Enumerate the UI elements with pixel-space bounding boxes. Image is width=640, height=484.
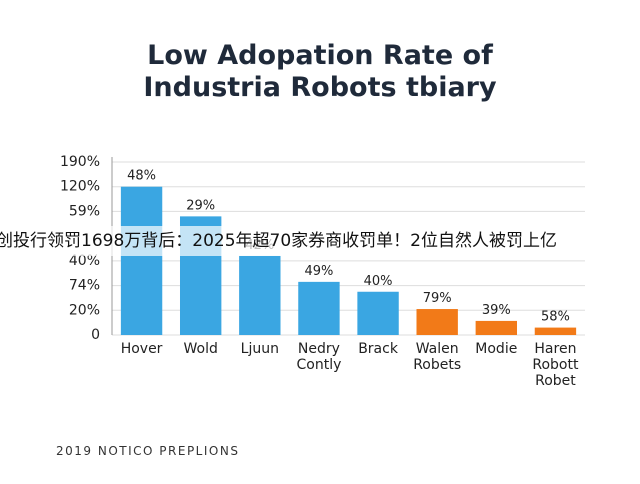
banner-text: 创投行领罚1698万背后：2025年超70家券商收罚单！2位自然人被罚上亿	[0, 231, 557, 251]
banner-bg	[0, 226, 640, 256]
x-tick-label: Robott	[532, 357, 579, 373]
y-tick-label: 59%	[69, 203, 100, 219]
x-tick-label: Modie	[475, 341, 517, 357]
x-tick-label: Ljuun	[241, 341, 279, 357]
bar	[416, 309, 458, 335]
chart-title: Industria Robots tbiary	[143, 72, 497, 103]
x-tick-label: Walen	[416, 341, 459, 357]
bar-annotation: 39%	[482, 303, 511, 318]
x-tick-label: Robets	[413, 357, 461, 373]
y-tick-label: 20%	[69, 302, 100, 318]
x-tick-label: Contly	[296, 357, 341, 373]
bar	[298, 281, 340, 335]
bar-annotation: 29%	[186, 198, 215, 213]
y-tick-label: 0	[91, 327, 100, 343]
x-tick-label: Wold	[184, 341, 218, 357]
bar-annotation: 79%	[423, 291, 452, 306]
x-tick-label: Brack	[358, 341, 399, 357]
bar-annotation: 58%	[541, 310, 570, 325]
bar	[475, 320, 518, 335]
footer: 2019 NOTICO PREPLIONS	[56, 444, 239, 458]
x-tick-label: Hover	[121, 341, 163, 357]
bar-annotation: 48%	[127, 169, 156, 184]
bar	[357, 291, 399, 335]
plot: 020%74%40%59%120%190%48%Hover29%Wold42%L…	[60, 154, 585, 389]
bar-annotation: 40%	[364, 274, 393, 289]
x-tick-label: Robet	[535, 373, 576, 389]
x-tick-label: Nedry	[298, 341, 340, 357]
chart-title: Low Adopation Rate of	[147, 40, 493, 71]
x-tick-label: Haren	[534, 341, 576, 357]
bar	[120, 186, 163, 335]
bar	[534, 327, 577, 335]
y-tick-label: 120%	[60, 179, 100, 195]
y-tick-label: 190%	[60, 154, 100, 170]
bar	[239, 255, 281, 335]
y-tick-label: 40%	[69, 253, 100, 269]
bar-annotation: 49%	[304, 264, 333, 279]
y-tick-label: 74%	[69, 278, 100, 294]
